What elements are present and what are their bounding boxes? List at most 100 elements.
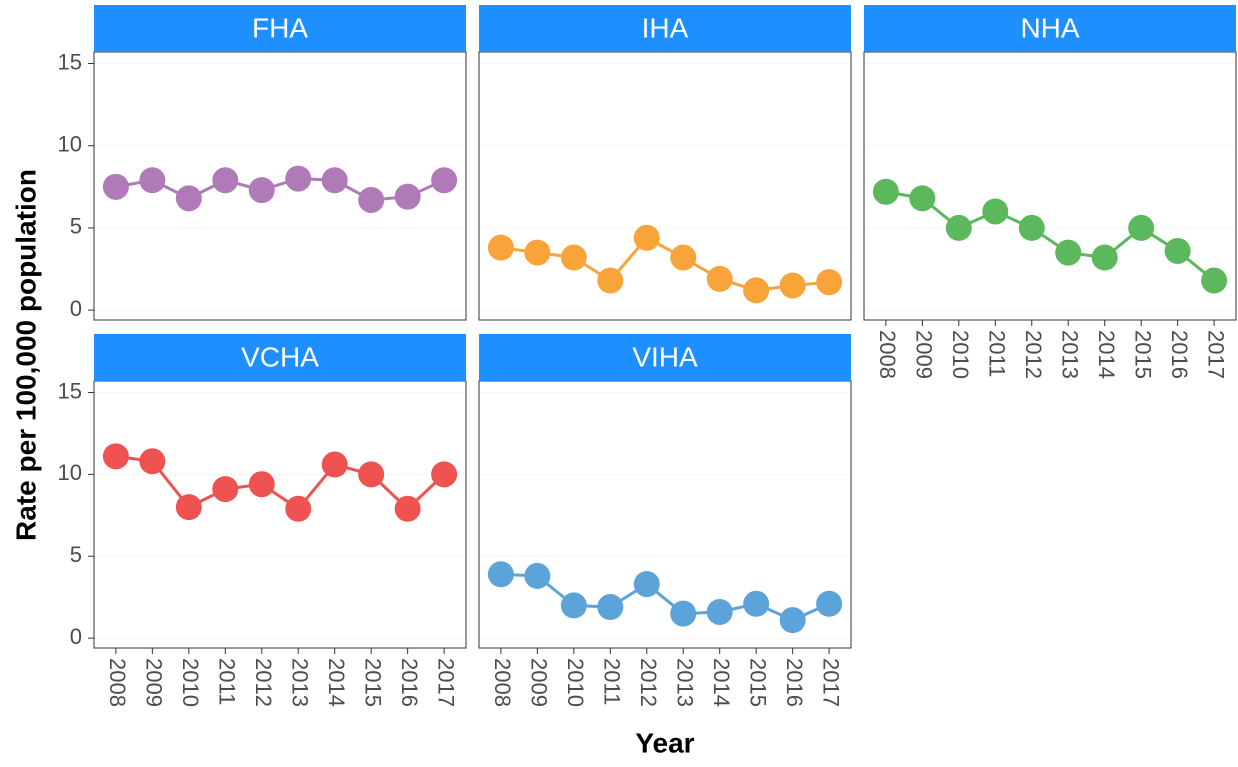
y-tick-label: 10 [58,460,82,485]
point [597,594,624,621]
x-tick-label: 2009 [142,658,167,707]
x-tick-label: 2012 [636,658,661,707]
point [285,495,312,522]
x-tick-label: 2014 [709,658,734,707]
point [175,185,202,212]
point [394,495,421,522]
line [500,235,830,292]
x-tick-label: 2011 [984,330,1009,377]
point [139,167,166,194]
x-tick-label: 2014 [324,658,349,707]
point [1055,239,1082,266]
strip-label: FHA [252,12,308,43]
x-tick-label: 2016 [397,658,422,707]
point [175,494,202,521]
point [321,167,348,194]
x-axis-label: Year [635,727,694,758]
x-tick-label: 2017 [818,658,843,707]
y-tick-label: 5 [70,542,82,567]
x-tick-label: 2014 [1094,330,1119,379]
point [779,272,806,299]
line [885,190,1216,282]
x-tick-label: 2011 [599,658,624,705]
point [487,561,514,588]
point [1128,214,1155,241]
x-tick-label: 2015 [360,658,385,707]
point [321,451,348,478]
strip [94,334,466,381]
point [358,461,385,488]
point [212,167,239,194]
point [706,265,733,292]
x-tick-label: 2010 [178,658,203,707]
y-tick-label: 0 [70,296,82,321]
point [1018,214,1045,241]
point [816,269,843,296]
x-tick-label: 2015 [745,658,770,707]
point [633,571,660,598]
point [212,476,239,503]
y-axis-label: Rate per 100,000 population [10,169,41,541]
point [597,267,624,294]
point [524,239,551,266]
y-tick-label: 0 [70,624,82,649]
strip [479,5,851,52]
point [816,590,843,617]
point [670,600,697,627]
y-tick-label: 10 [58,132,82,157]
point [706,598,733,625]
strip [479,334,851,381]
y-tick-label: 15 [58,49,82,74]
point [1091,244,1118,271]
x-tick-label: 2012 [251,658,276,707]
point [139,448,166,475]
y-tick-label: 5 [70,214,82,239]
x-tick-label: 2008 [490,658,515,707]
strip-label: VIHA [632,341,698,372]
line [500,572,830,622]
x-tick-label: 2013 [1057,330,1082,379]
x-tick-label: 2015 [1130,330,1155,379]
point [431,461,458,488]
x-tick-label: 2009 [527,658,552,707]
point [872,178,899,205]
y-tick-label: 15 [58,378,82,403]
x-tick-label: 2008 [105,658,130,707]
strip-label: IHA [642,12,689,43]
point [633,224,660,251]
x-tick-label: 2011 [214,658,239,705]
x-tick-label: 2013 [287,658,312,707]
strip [94,5,466,52]
point [285,165,312,192]
point [945,214,972,241]
point [431,167,458,194]
point [102,173,129,200]
point [779,607,806,634]
strip [864,5,1236,52]
x-tick-label: 2017 [1203,330,1228,379]
x-tick-label: 2016 [1167,330,1192,379]
point [358,186,385,213]
line [115,177,445,202]
point [524,562,551,589]
point [248,471,275,498]
point [909,185,936,212]
x-tick-label: 2013 [672,658,697,707]
point [743,277,770,304]
point [560,244,587,271]
point [248,177,275,204]
point [1201,267,1228,294]
point [743,590,770,617]
point [560,592,587,619]
strip-label: NHA [1020,12,1079,43]
point [102,443,129,470]
x-tick-label: 2012 [1021,330,1046,379]
point [487,234,514,261]
point [982,198,1009,225]
x-tick-label: 2009 [912,330,937,379]
point [394,183,421,210]
x-tick-label: 2016 [782,658,807,707]
x-tick-label: 2010 [948,330,973,379]
x-tick-label: 2017 [433,658,458,707]
